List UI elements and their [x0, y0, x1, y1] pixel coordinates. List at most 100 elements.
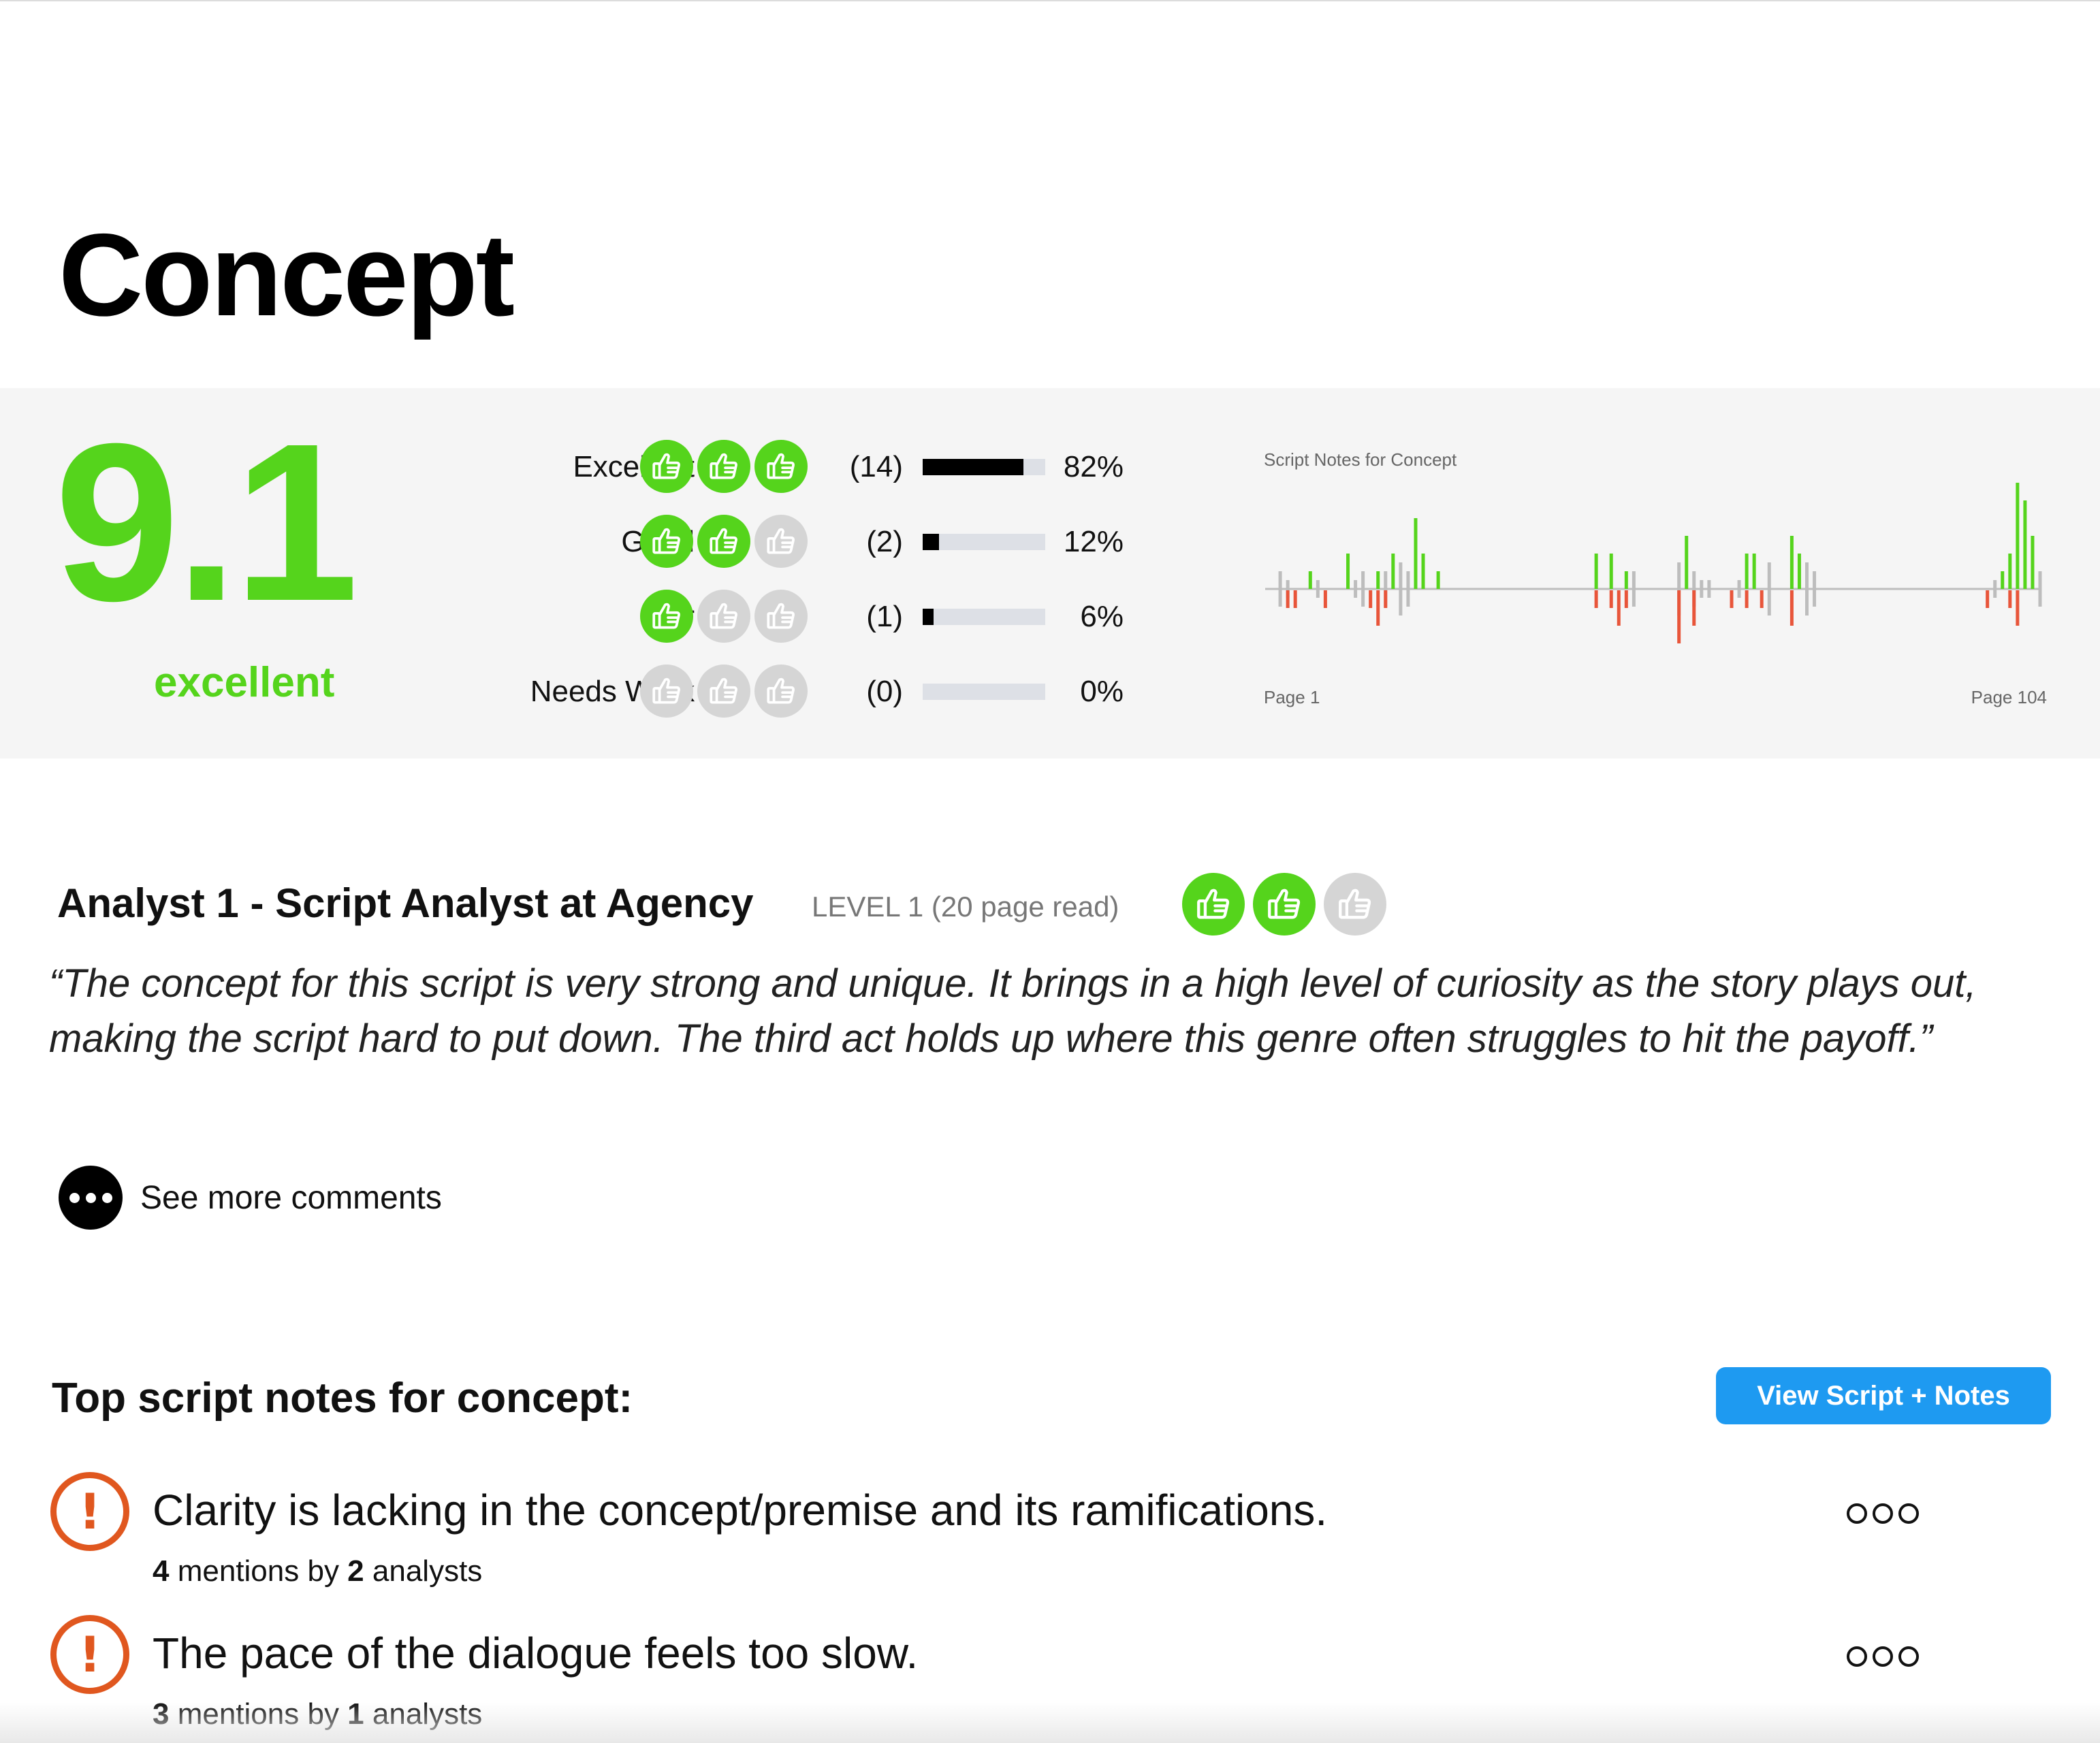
script-notes-chart: Script Notes for Concept Page 1 Page 104 — [1264, 449, 2047, 708]
note-bar-neutral — [1406, 571, 1410, 607]
ellipsis-icon — [85, 1192, 96, 1203]
note-bar-negative — [1293, 590, 1297, 608]
thumbs-up-icon — [754, 440, 808, 493]
rating-count: (1) — [866, 600, 903, 633]
note-bar-neutral — [1399, 562, 1403, 615]
thumbs-up-icon — [640, 515, 693, 568]
ellipsis-icon — [69, 1192, 80, 1203]
note-bar-positive — [1308, 571, 1312, 589]
rating-row: Excellent (14) 82% — [381, 440, 1144, 494]
note-bar-positive — [1391, 554, 1395, 589]
analyst-rating-thumbs — [1182, 873, 1386, 936]
analyst-level: LEVEL 1 (20 page read) — [812, 891, 1119, 923]
note-menu-button[interactable] — [1847, 1646, 1919, 1667]
note-bar-negative — [1594, 590, 1598, 608]
thumbs-up-icon — [697, 515, 750, 568]
thumbs-up-icon — [754, 665, 808, 718]
note-bar-positive — [1594, 554, 1598, 589]
note-bar-positive — [1346, 554, 1350, 589]
note-bar-neutral — [1278, 571, 1282, 607]
note-bar-positive — [1685, 536, 1689, 589]
note-analysts-count: 2 — [347, 1554, 364, 1588]
thumbs-up-icon — [754, 515, 808, 568]
note-bar-negative — [1384, 590, 1388, 608]
notes-heading-prefix: Top script notes for — [52, 1375, 457, 1422]
ring-dots-icon — [1847, 1503, 1867, 1524]
note-bar-neutral — [1707, 580, 1711, 598]
notes-heading: Top script notes for concept: — [52, 1374, 633, 1423]
rating-count: (2) — [866, 525, 903, 558]
note-bar-negative — [2016, 590, 2020, 626]
note-analysts-word: analysts — [364, 1554, 483, 1588]
rating-bar — [923, 459, 1045, 475]
thumbs-up-icon — [1182, 873, 1245, 936]
note-mentions-count: 4 — [153, 1554, 170, 1588]
ellipsis-icon — [101, 1192, 112, 1203]
rating-thumbs — [640, 515, 808, 568]
note-menu-button[interactable] — [1847, 1503, 1919, 1524]
note-bar-neutral — [1677, 562, 1681, 615]
note-bar-neutral — [1384, 571, 1388, 607]
stats-panel — [0, 388, 2100, 758]
note-bar-negative — [1624, 590, 1628, 608]
note-bar-positive — [1421, 554, 1425, 589]
chart-title: Script Notes for Concept — [1264, 449, 1457, 470]
exclamation-icon: ! — [50, 1472, 129, 1551]
rating-count: (0) — [866, 675, 903, 708]
rating-bar — [923, 609, 1045, 625]
note-bar-positive — [1745, 554, 1749, 589]
note-bar-negative — [1789, 590, 1794, 626]
note-bar-negative — [1986, 590, 1990, 608]
rating-percent: 0% — [1080, 675, 1124, 708]
note-bar-positive — [1624, 571, 1628, 589]
ring-dots-icon — [1898, 1503, 1919, 1524]
rating-count: (14) — [849, 450, 903, 483]
notes-heading-emphasis: concept — [456, 1375, 619, 1422]
rating-thumbs — [640, 440, 808, 493]
note-bar-positive — [2016, 483, 2020, 589]
thumbs-up-icon — [1324, 873, 1386, 936]
rating-bar-fill — [923, 534, 939, 550]
thumbs-up-icon — [640, 665, 693, 718]
note-bar-neutral — [1737, 580, 1741, 598]
note-bar-positive — [1797, 554, 1801, 589]
chart-end-label: Page 104 — [1971, 687, 2047, 707]
rating-bar-fill — [923, 609, 934, 625]
note-bar-positive — [1609, 554, 1613, 589]
note-bar-positive — [2001, 571, 2005, 589]
note-bar-negative — [1745, 590, 1749, 608]
see-more-button[interactable] — [59, 1166, 123, 1230]
note-bar-negative — [1730, 590, 1734, 608]
ring-dots-icon — [1847, 1646, 1867, 1667]
note-bar-neutral — [1286, 580, 1290, 598]
note-bar-neutral — [1692, 571, 1696, 607]
rating-row: Fair(1)6% — [381, 590, 1144, 644]
note-bar-negative — [1609, 590, 1613, 608]
thumbs-up-icon — [1253, 873, 1316, 936]
thumbs-up-icon — [640, 590, 693, 643]
rating-thumbs — [640, 590, 808, 643]
note-bar-negative — [1692, 590, 1696, 626]
note-bar-neutral — [1700, 580, 1704, 598]
page-title: Concept — [59, 210, 515, 340]
script-note: ! Clarity is lacking in the concept/premi… — [50, 1472, 1998, 1601]
top-divider — [0, 0, 2100, 1]
thumbs-up-icon — [697, 590, 750, 643]
view-script-notes-button[interactable]: View Script + Notes — [1716, 1367, 2051, 1424]
note-bar-negative — [1617, 590, 1621, 626]
thumbs-up-icon — [697, 665, 750, 718]
ring-dots-icon — [1873, 1646, 1893, 1667]
note-bar-positive — [2023, 500, 2027, 589]
score-value: 9.1 — [54, 396, 359, 647]
ring-dots-icon — [1898, 1646, 1919, 1667]
note-bar-negative — [1677, 590, 1681, 643]
note-bar-neutral — [1804, 562, 1809, 615]
note-bar-positive — [1414, 518, 1418, 589]
note-bar-neutral — [2038, 571, 2042, 607]
see-more-link[interactable]: See more comments — [140, 1180, 442, 1216]
scroll-fade — [0, 1702, 2100, 1743]
note-bar-positive — [1436, 571, 1440, 589]
note-bar-positive — [1789, 536, 1794, 589]
rating-percent: 12% — [1063, 525, 1124, 558]
thumbs-up-icon — [640, 440, 693, 493]
